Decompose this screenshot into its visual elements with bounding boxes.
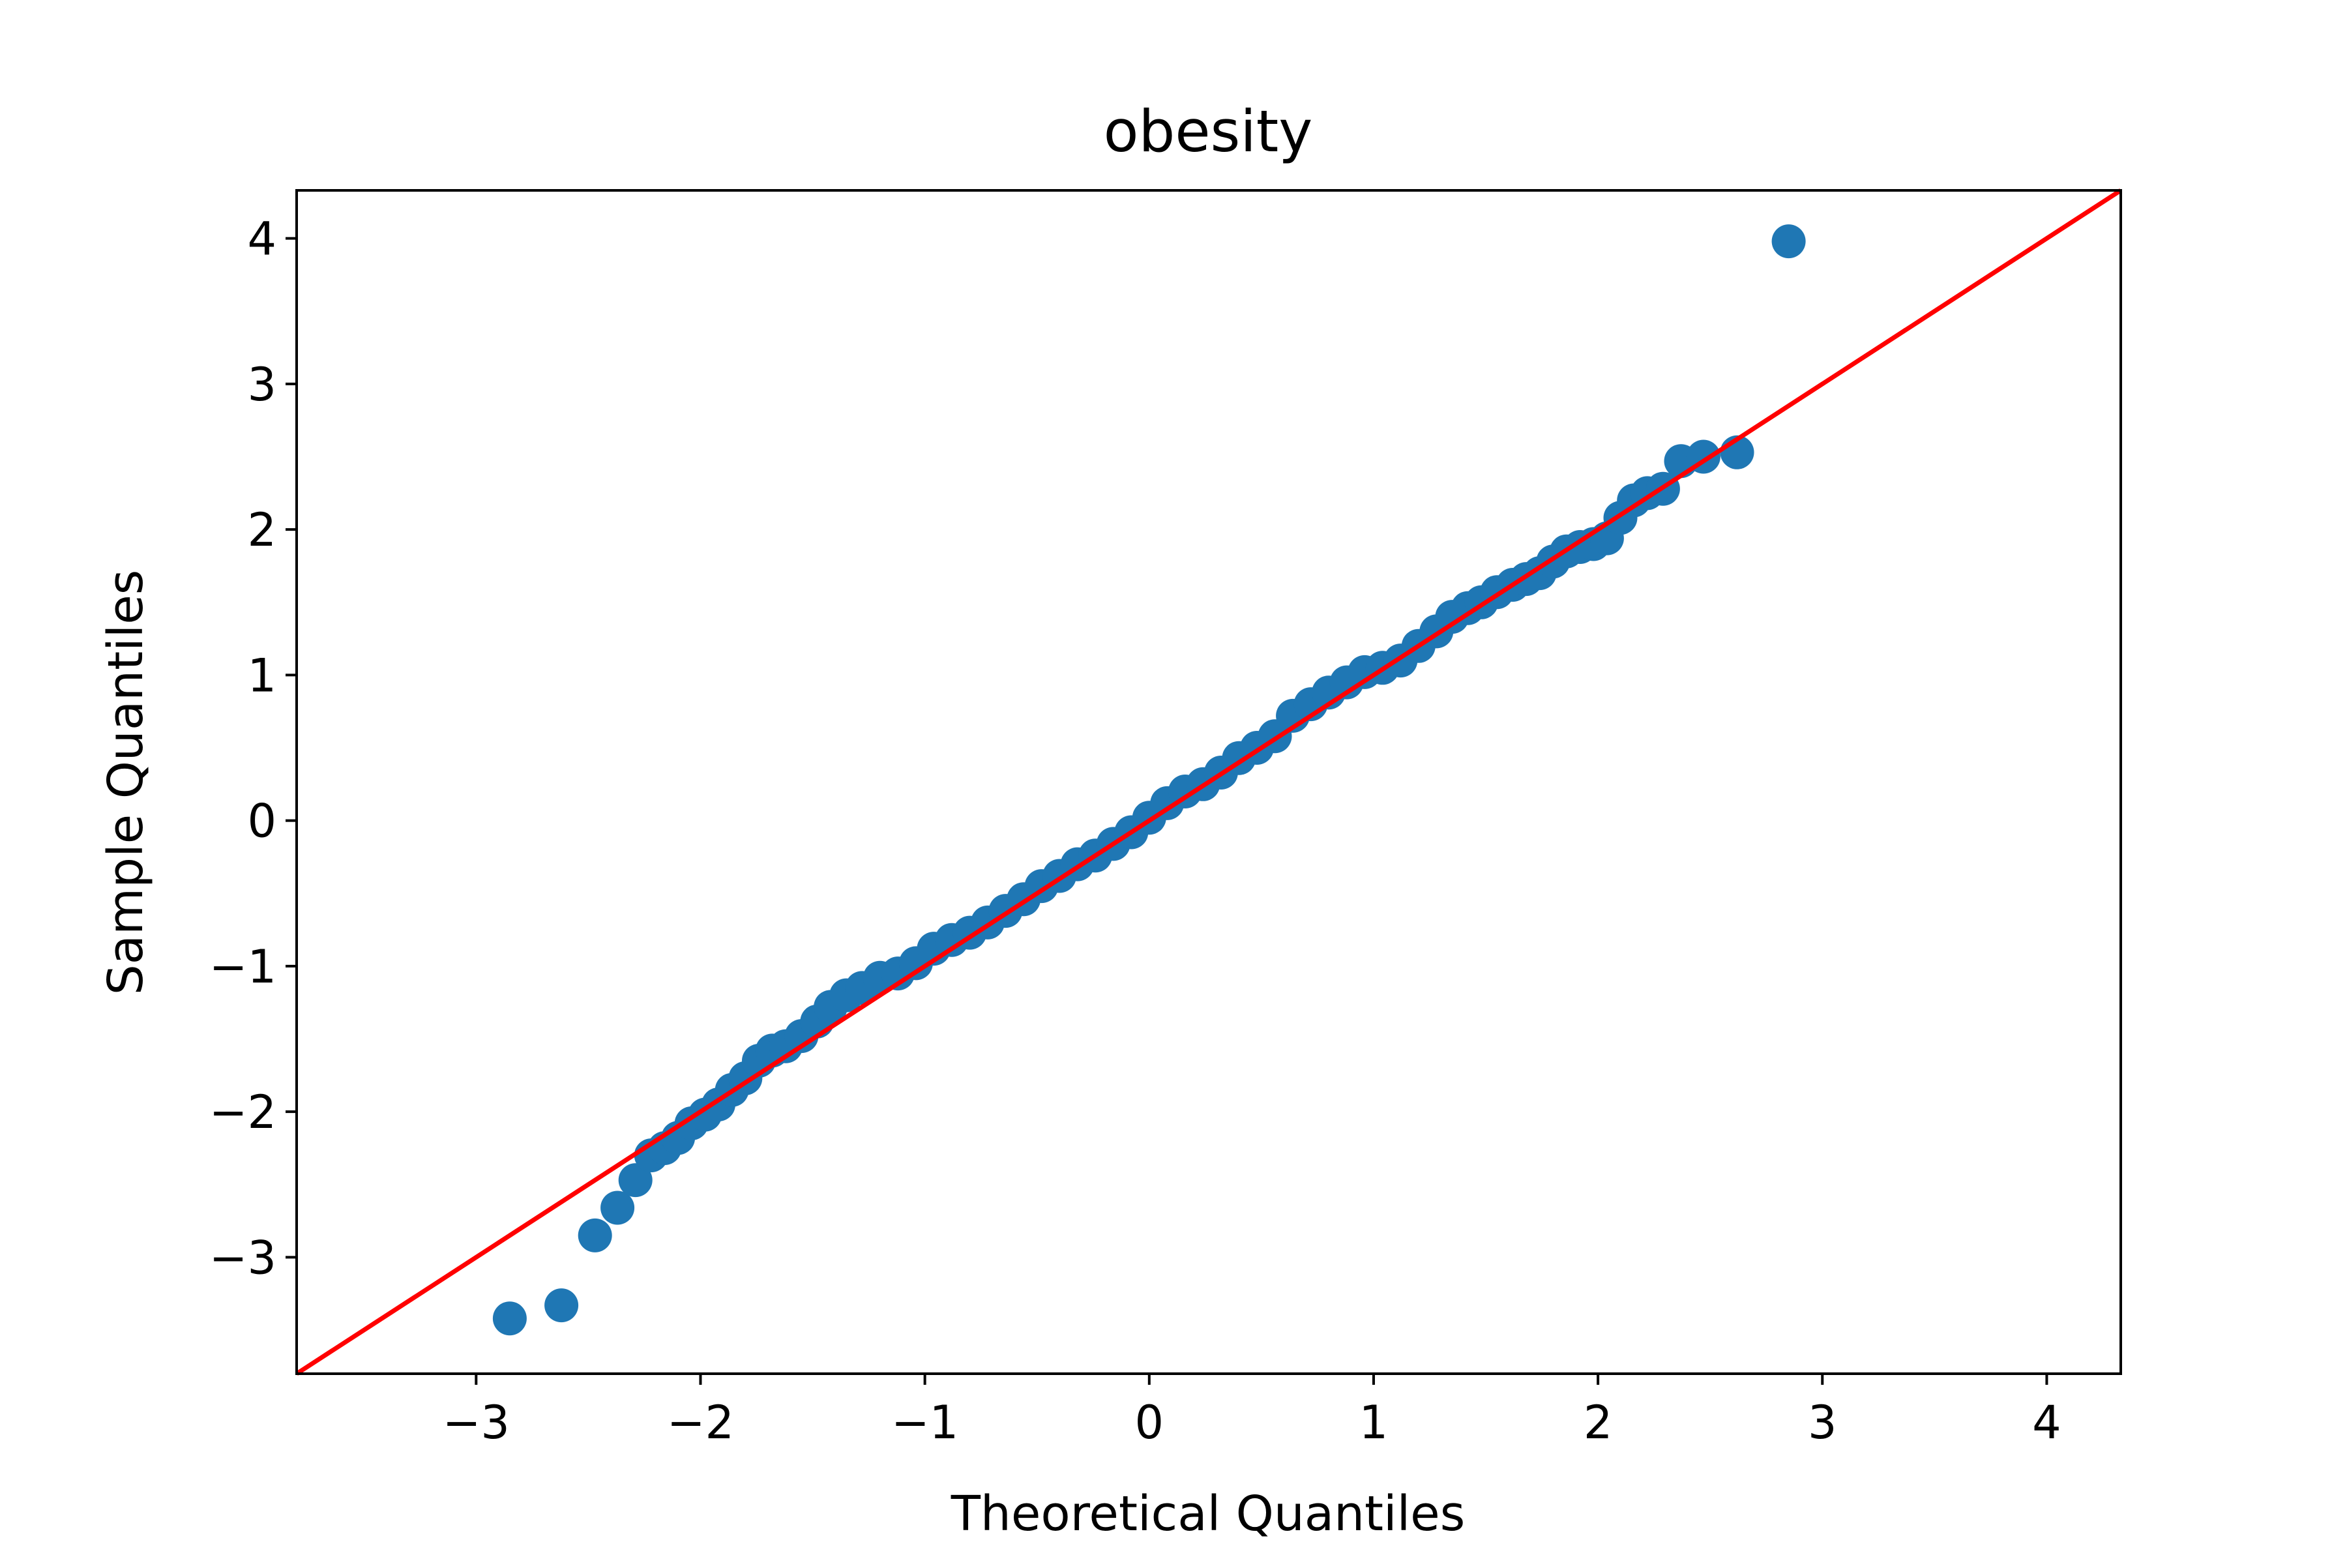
reference-line <box>295 188 2122 1376</box>
data-point <box>618 1163 653 1198</box>
x-tick-label: −3 <box>443 1396 510 1449</box>
data-point <box>1771 224 1806 259</box>
y-tick-label: −3 <box>209 1231 276 1284</box>
y-tick-label: 1 <box>247 649 276 702</box>
y-tick-label: 0 <box>247 795 276 848</box>
y-tick-label: 2 <box>247 503 276 557</box>
reference-line-group <box>295 188 2122 1376</box>
x-tick-label: −2 <box>667 1396 734 1449</box>
y-tick-label: 3 <box>247 358 276 411</box>
x-axis-label: Theoretical Quantiles <box>951 1486 1466 1542</box>
x-tick-label: 0 <box>1135 1396 1164 1449</box>
x-tick-label: −1 <box>891 1396 958 1449</box>
x-tick-label: 2 <box>1584 1396 1613 1449</box>
axis-ticks: −3 −2 −1 0 1 2 3 4 −3 −2 −1 0 1 2 3 4 <box>209 213 2061 1449</box>
y-tick-label: 4 <box>247 213 276 266</box>
x-tick-label: 3 <box>1808 1396 1837 1449</box>
y-tick-label: −1 <box>209 940 276 994</box>
x-tick-label: 4 <box>2032 1396 2061 1449</box>
data-point <box>544 1288 579 1323</box>
data-point <box>492 1301 527 1336</box>
data-point <box>578 1218 612 1252</box>
x-tick-label: 1 <box>1359 1396 1389 1449</box>
y-axis-label: Sample Quantiles <box>98 570 154 996</box>
data-point <box>600 1191 635 1225</box>
plot-area-frame <box>295 189 2122 1375</box>
y-tick-label: −2 <box>209 1086 276 1139</box>
chart-title: obesity <box>1104 98 1313 165</box>
